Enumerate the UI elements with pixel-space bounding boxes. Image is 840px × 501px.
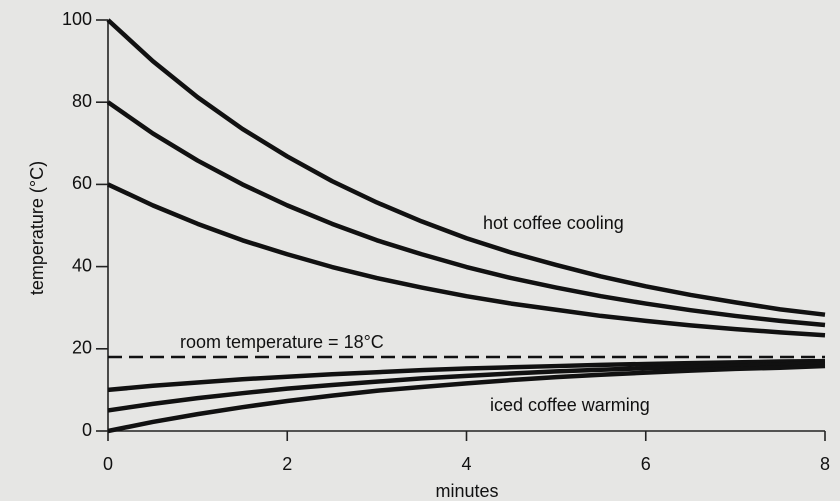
- annotation: hot coffee cooling: [483, 213, 624, 233]
- reference-label: room temperature = 18°C: [180, 332, 384, 352]
- curve: [107, 358, 826, 393]
- x-tick-label: 8: [820, 454, 830, 474]
- curve: [106, 100, 826, 328]
- y-tick-label: 20: [72, 338, 92, 358]
- y-tick-label: 40: [72, 255, 92, 275]
- curve: [106, 18, 826, 317]
- x-tick-label: 4: [461, 454, 471, 474]
- curve: [107, 361, 826, 413]
- x-tick-label: 2: [282, 454, 292, 474]
- y-axis-label: temperature (°C): [27, 161, 47, 295]
- x-axis-label: minutes: [435, 481, 498, 501]
- curve: [107, 182, 826, 338]
- y-tick-label: 0: [82, 420, 92, 440]
- x-tick-label: 6: [641, 454, 651, 474]
- x-tick-label: 0: [103, 454, 113, 474]
- annotation: iced coffee warming: [490, 395, 650, 415]
- y-tick-label: 80: [72, 91, 92, 111]
- curve: [107, 363, 826, 434]
- y-tick-label: 60: [72, 173, 92, 193]
- y-tick-label: 100: [62, 9, 92, 29]
